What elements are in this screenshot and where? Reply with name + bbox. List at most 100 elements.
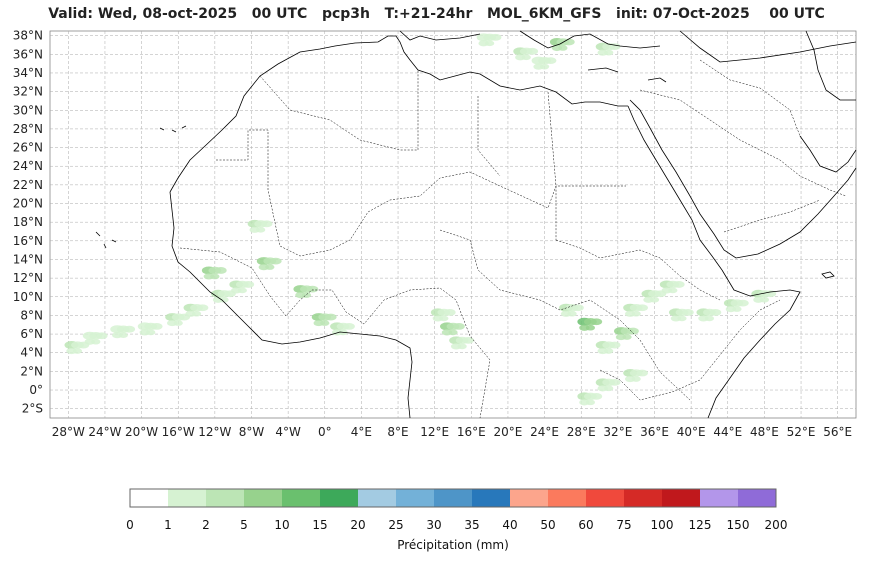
- colorbar-swatch: [282, 489, 321, 507]
- colorbar-tick-label: 150: [727, 518, 750, 532]
- colorbar-tick-label: 100: [651, 518, 674, 532]
- lat-tick-label: 28°N: [13, 122, 43, 136]
- lon-tick-label: 8°W: [239, 425, 265, 439]
- map-title: Valid: Wed, 08-oct-2025 00 UTC pcp3h T:+…: [48, 6, 825, 22]
- lat-tick-label: 16°N: [13, 234, 43, 248]
- colorbar-tick-label: 5: [240, 518, 248, 532]
- colorbar-swatch: [130, 489, 169, 507]
- precip-cell: [567, 310, 577, 317]
- precip-cell: [631, 376, 641, 382]
- precip-cell: [732, 306, 742, 312]
- lon-tick-label: 28°E: [567, 425, 596, 439]
- precip-cell: [118, 332, 128, 339]
- colorbar-swatch: [624, 489, 663, 507]
- coastline-red-sea-west: [627, 105, 723, 271]
- precip-cell: [704, 315, 715, 322]
- precip-cell: [682, 309, 694, 316]
- lon-tick-label: 28°W: [52, 425, 85, 439]
- lon-tick-label: 12°W: [198, 425, 231, 439]
- precip-cell: [759, 296, 770, 303]
- coastline-crete: [587, 67, 619, 73]
- precipitation-map: 38°N 36°N 34°N 32°N 30°N 28°N 26°N 24°N 22°N 20°N…: [13, 29, 857, 439]
- precip-cell: [636, 369, 648, 377]
- precip-cell: [453, 323, 465, 330]
- precip-cell: [219, 296, 229, 303]
- colorbar-tick-label: 10: [274, 518, 289, 532]
- lon-tick-label: 56°E: [823, 425, 852, 439]
- precip-cell: [270, 257, 282, 265]
- lat-tick-label: 8°N: [20, 308, 43, 322]
- precip-cell: [95, 332, 108, 340]
- colorbar-swatch: [168, 489, 207, 507]
- colorbar-tick-label: 35: [464, 518, 479, 532]
- precip-cell: [544, 57, 557, 65]
- border-middle-east: [639, 59, 847, 197]
- lat-tick-label: 0°: [29, 383, 43, 397]
- precip-cell: [608, 378, 621, 386]
- coastline-west-africa: [169, 191, 413, 419]
- lon-tick-label: 8°E: [387, 425, 408, 439]
- colorbar-swatch: [358, 489, 397, 507]
- colorbar-tick-label: 1: [164, 518, 172, 532]
- precip-cell: [173, 320, 183, 326]
- precip-cell: [462, 336, 474, 344]
- precip-cell: [521, 54, 531, 61]
- lat-tick-label: 18°N: [13, 215, 43, 229]
- coastline-arabia: [629, 99, 857, 259]
- precip-cell: [572, 304, 584, 312]
- colorbar-tick-label: 2: [202, 518, 210, 532]
- colorbar-label: Précipitation (mm): [397, 538, 509, 552]
- precip-cell: [585, 324, 595, 331]
- coastline-canaries: [159, 125, 187, 133]
- lon-tick-label: 16°W: [162, 425, 195, 439]
- colorbar-swatch: [206, 489, 245, 507]
- precip-cell: [256, 227, 266, 233]
- precip-cell: [123, 325, 136, 333]
- colorbar-swatch: [396, 489, 435, 507]
- lon-tick-label: 52°E: [787, 425, 816, 439]
- lat-tick-label: 36°N: [13, 47, 43, 61]
- coastline-europe: [399, 30, 857, 63]
- colorbar-tick-label: 30: [426, 518, 441, 532]
- colorbar-tick-label: 60: [578, 518, 593, 532]
- precip-cell: [590, 318, 603, 326]
- lon-tick-label: 32°E: [603, 425, 632, 439]
- colorbar-tick-label: 50: [540, 518, 555, 532]
- precip-cell: [191, 310, 202, 317]
- precip-cell: [709, 309, 722, 316]
- precipitation-fields: [64, 33, 777, 406]
- precip-cell: [627, 327, 639, 335]
- lon-tick-label: 12°E: [420, 425, 449, 439]
- lat-tick-label: 30°N: [13, 103, 43, 117]
- precip-cell: [604, 385, 614, 392]
- colorbar-swatches: [130, 489, 777, 507]
- colorbar-swatch: [434, 489, 473, 507]
- lat-tick-label: 6°N: [20, 327, 43, 341]
- lon-tick-label: 40°E: [677, 425, 706, 439]
- lon-tick-label: 0°: [318, 425, 332, 439]
- lat-tick-label: 12°N: [13, 271, 43, 285]
- lon-tick-label: 4°W: [275, 425, 301, 439]
- precip-cell: [590, 392, 603, 400]
- colorbar-swatch: [320, 489, 359, 507]
- lon-tick-label: 24°E: [530, 425, 559, 439]
- border-east-africa: [599, 299, 781, 401]
- precip-cell: [649, 296, 660, 303]
- precip-cell: [146, 329, 156, 336]
- colorbar-swatch: [244, 489, 283, 507]
- precip-cell: [72, 348, 83, 354]
- lon-tick-label: 20°E: [494, 425, 523, 439]
- colorbar-swatch: [548, 489, 587, 507]
- border-west-africa: [179, 247, 491, 419]
- lon-tick-label: 36°E: [640, 425, 669, 439]
- precip-cell: [668, 287, 678, 294]
- colorbar-swatch: [472, 489, 511, 507]
- border-sahel-north: [216, 129, 626, 257]
- lat-tick-label: 38°N: [13, 29, 43, 43]
- lat-tick-label: 20°N: [13, 197, 43, 211]
- precip-cell: [237, 287, 247, 294]
- precip-cell: [196, 304, 209, 312]
- border-maghreb: [259, 70, 419, 151]
- coastline-cape-verde: [95, 231, 117, 249]
